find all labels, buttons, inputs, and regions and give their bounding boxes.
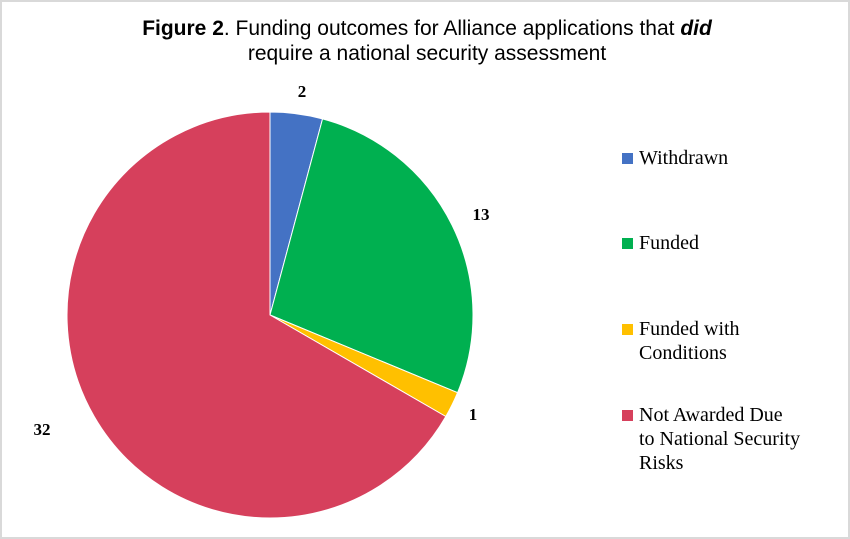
pie-slice-not-awarded-due-to-national-security-risks: [66, 111, 447, 519]
legend-label: Not Awarded Due to National Security Ris…: [639, 404, 801, 474]
pie-slice-funded: [269, 118, 474, 394]
figure-number: Figure 2: [142, 17, 224, 40]
legend-swatch-withdrawn: [622, 153, 633, 164]
legend-item-withdrawn: Withdrawn: [622, 146, 822, 170]
title-text: . Funding outcomes for Alliance applicat…: [223, 17, 681, 40]
legend-item-funded-with-conditions: Funded with Conditions: [622, 317, 782, 365]
legend-swatch-not-awarded: [622, 410, 633, 421]
chart-title: Figure 2. Funding outcomes for Alliance …: [2, 16, 850, 66]
data-label-funded: 13: [472, 205, 490, 224]
pie-slices: [66, 111, 474, 519]
data-label-funded-with-conditions: 1: [468, 405, 478, 424]
legend-swatch-funded: [622, 238, 633, 249]
title-emphasis: did: [680, 17, 712, 40]
data-label-not-awarded: 32: [33, 420, 51, 439]
data-label-withdrawn: 2: [297, 82, 307, 101]
legend-label: Funded: [639, 232, 699, 254]
title-line-2: require a national security assessment: [247, 42, 607, 65]
legend-item-not-awarded: Not Awarded Due to National Security Ris…: [622, 403, 802, 475]
legend-swatch-funded-with-conditions: [622, 324, 633, 335]
legend-label: Funded with Conditions: [639, 318, 740, 364]
legend-label: Withdrawn: [639, 147, 729, 169]
legend-item-funded: Funded: [622, 231, 822, 255]
